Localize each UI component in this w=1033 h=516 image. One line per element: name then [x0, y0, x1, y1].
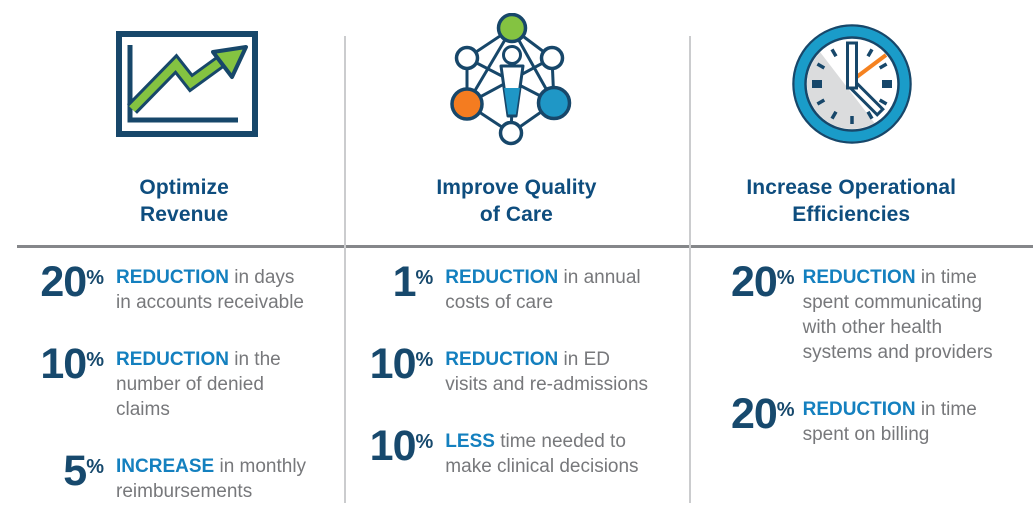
white-node: [499, 120, 524, 146]
stat-keyword: INCREASE: [116, 456, 215, 477]
stat-description: in days in accounts receivable: [116, 267, 304, 313]
clock-ticks: [811, 44, 892, 124]
stat-item: 10% LESS time needed to make clinical de…: [361, 422, 688, 479]
person-figure: [499, 45, 525, 118]
vertical-divider-left: [344, 36, 346, 503]
stat-text: INCREASE in monthly reimbursements: [116, 452, 344, 504]
green-node: [497, 13, 528, 44]
stat-text: REDUCTION in ED visits and re-admissions: [445, 345, 688, 397]
stat-value: 20: [730, 258, 778, 306]
stat-item: 20% REDUCTION in time spent on billing: [704, 393, 1033, 447]
stats-list: 20% REDUCTION in time spent communicatin…: [689, 246, 1033, 447]
column-improve-quality-of-care: Improve Quality of Care 1% REDUCTION in …: [344, 0, 688, 516]
stat-description: in time spent on billing: [802, 399, 977, 445]
stat-text: REDUCTION in annual costs of care: [445, 263, 688, 315]
stat-number: 20%: [704, 393, 795, 436]
stat-item: 20% REDUCTION in time spent communicatin…: [704, 261, 1033, 365]
stat-description: in monthly reimbursements: [116, 456, 307, 502]
stat-description: in ED visits and re-admissions: [445, 349, 649, 395]
stat-number: 5%: [20, 450, 104, 493]
stat-description: in annual costs of care: [445, 267, 641, 313]
stat-text: REDUCTION in time spent communicating wi…: [803, 263, 1033, 365]
stat-item: 5% INCREASE in monthly reimbursements: [20, 450, 344, 504]
stat-description: in the number of denied claims: [116, 349, 281, 420]
clock-second-hand: [852, 53, 887, 81]
column-title: Increase Operational Efficiencies: [746, 176, 957, 226]
stats-list: 1% REDUCTION in annual costs of care 10%…: [344, 246, 688, 479]
stat-text: LESS time needed to make clinical decisi…: [445, 427, 688, 479]
stat-keyword: REDUCTION: [802, 267, 916, 288]
stat-keyword: REDUCTION: [445, 349, 559, 370]
clock-icon-area: [689, 0, 1033, 168]
teal-node: [537, 85, 572, 121]
stat-description: time needed to make clinical decisions: [445, 431, 639, 477]
stat-unit: %: [86, 267, 104, 289]
stat-value: 10: [40, 340, 87, 388]
stat-item: 20% REDUCTION in days in accounts receiv…: [20, 261, 344, 315]
stat-keyword: REDUCTION: [116, 267, 229, 288]
column-title: Optimize Revenue: [139, 176, 229, 226]
stat-item: 1% REDUCTION in annual costs of care: [361, 258, 688, 315]
clock-hour-hand: [845, 41, 858, 90]
stat-text: REDUCTION in the number of denied claims: [116, 345, 344, 422]
stat-text: REDUCTION in time spent on billing: [803, 395, 1033, 447]
stat-text: REDUCTION in days in accounts receivable: [116, 263, 344, 315]
horizontal-divider: [17, 245, 1033, 248]
stat-unit: %: [415, 267, 434, 289]
stat-number: 10%: [361, 422, 434, 470]
stat-item: 10% REDUCTION in the number of denied cl…: [20, 343, 344, 422]
column-increase-operational-efficiencies: Increase Operational Efficiencies 20% RE…: [689, 0, 1033, 516]
stat-keyword: REDUCTION: [116, 349, 229, 370]
stat-unit: %: [86, 456, 104, 478]
stats-list: 20% REDUCTION in days in accounts receiv…: [0, 246, 344, 504]
stat-unit: %: [776, 399, 795, 421]
clock-icon: [791, 24, 912, 144]
stat-value: 20: [730, 390, 778, 438]
growth-chart-icon: [116, 31, 259, 137]
stat-unit: %: [776, 267, 795, 289]
stat-item: 10% REDUCTION in ED visits and re-admiss…: [361, 340, 688, 397]
growth-chart-icon-area: [0, 0, 344, 168]
stat-number: 10%: [20, 343, 104, 386]
care-network-icon: [450, 13, 572, 146]
stat-unit: %: [415, 349, 434, 371]
stat-keyword: REDUCTION: [445, 267, 559, 288]
stat-number: 10%: [361, 340, 434, 388]
stat-value: 1: [392, 258, 417, 306]
stat-value: 10: [369, 422, 417, 470]
stat-unit: %: [86, 349, 104, 371]
orange-node: [450, 87, 485, 121]
care-network-icon-area: [344, 0, 688, 168]
column-optimize-revenue: Optimize Revenue 20% REDUCTION in days i…: [0, 0, 344, 516]
vertical-divider-right: [689, 36, 691, 503]
stat-number: 20%: [704, 261, 795, 304]
stat-value: 5: [63, 447, 87, 495]
stat-keyword: REDUCTION: [802, 399, 916, 420]
stat-unit: %: [415, 431, 434, 453]
stat-value: 10: [369, 340, 417, 388]
stat-number: 1%: [361, 258, 434, 306]
stat-value: 20: [40, 258, 87, 306]
column-title: Improve Quality of Care: [436, 176, 597, 226]
stat-number: 20%: [20, 261, 104, 304]
white-node: [540, 45, 565, 71]
stat-keyword: LESS: [445, 431, 495, 452]
stat-description: in time spent communicating with other h…: [802, 267, 993, 363]
white-node: [455, 45, 480, 71]
